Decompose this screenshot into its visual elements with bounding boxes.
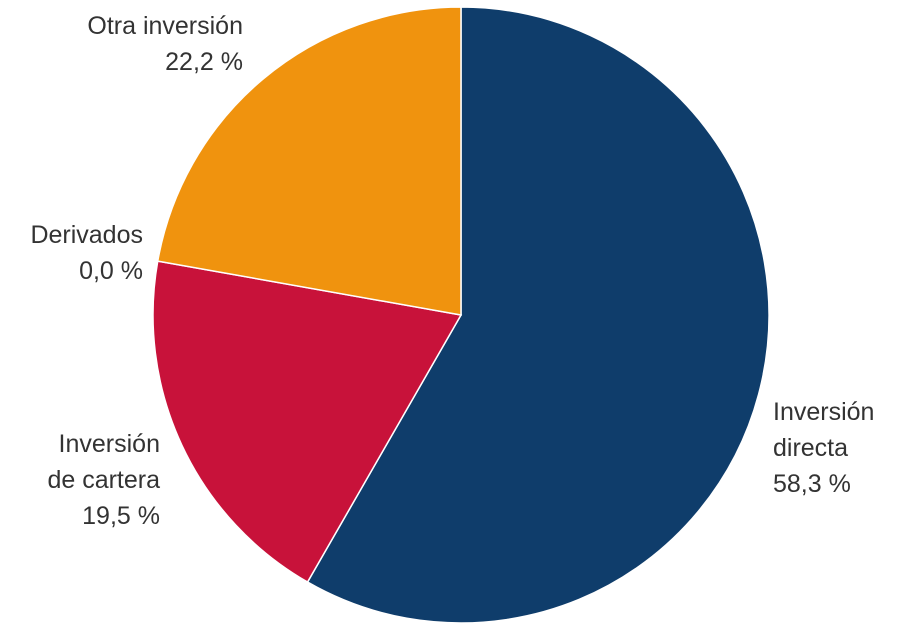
label-value: 58,3 % (773, 470, 851, 498)
label-value: 0,0 % (79, 257, 143, 285)
label-name-line: Derivados (30, 221, 143, 249)
pie-labels: Inversión directa 58,3 % Inversión de carter… (30, 12, 874, 530)
label-name-line: de cartera (47, 466, 160, 494)
label-name-line: Inversión (59, 430, 160, 458)
label-inversion-de-cartera: Inversión de cartera 19,5 % (47, 430, 160, 530)
label-inversion-directa: Inversión directa 58,3 % (773, 398, 874, 498)
label-derivados: Derivados 0,0 % (30, 221, 143, 285)
label-name-line: directa (773, 434, 848, 462)
label-value: 22,2 % (165, 48, 243, 76)
label-name-line: Otra inversión (87, 12, 243, 40)
slice-otra-inversion (156, 6, 462, 316)
label-name-line: Inversión (773, 398, 874, 426)
pie-slices (152, 6, 770, 624)
slice-inversion-de-cartera (152, 260, 463, 584)
label-otra-inversion: Otra inversión 22,2 % (87, 12, 243, 76)
label-value: 19,5 % (82, 502, 160, 530)
slice-inversion-directa (306, 6, 770, 624)
